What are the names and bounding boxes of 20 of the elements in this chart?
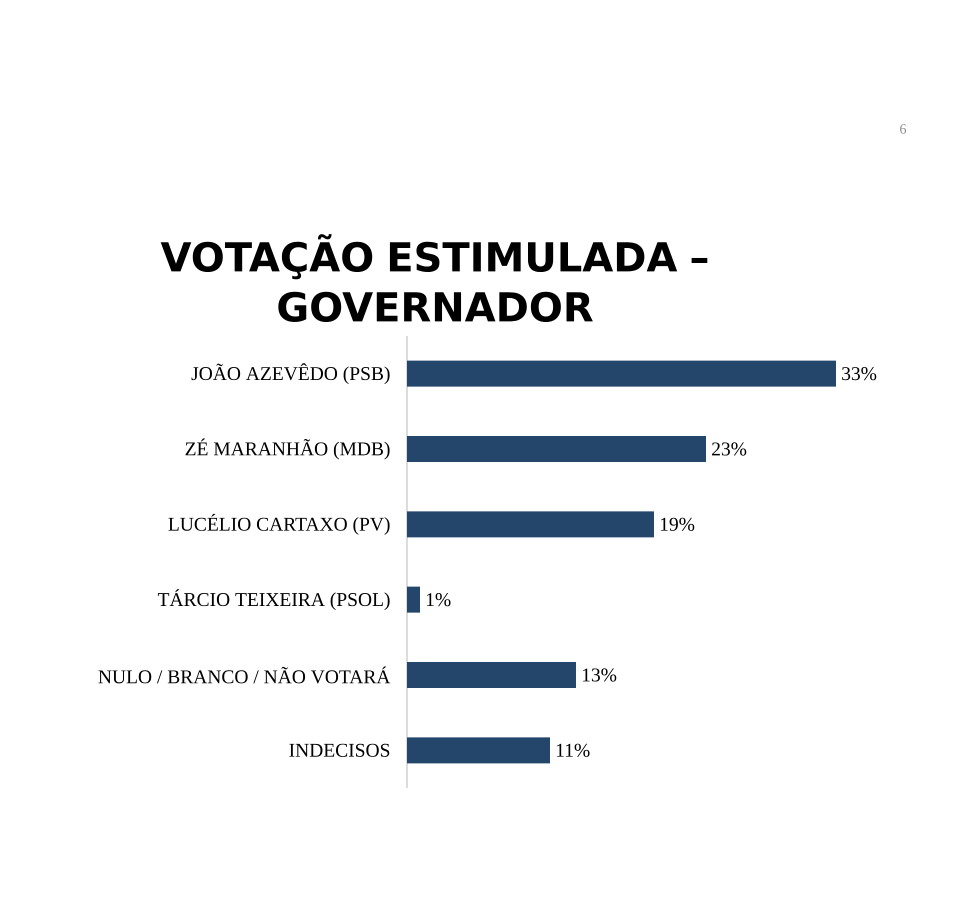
data-label: 13%: [582, 668, 616, 682]
y-tick-label: NULO / BRANCO / NÃO VOTARÁ: [98, 666, 390, 684]
bar: [407, 737, 550, 764]
bar: [407, 662, 576, 688]
y-tick-label: ZÉ MARANHÃO (MDB): [186, 438, 390, 460]
y-tick-label: TÁRCIO TEIXEIRA (PSOL): [158, 589, 390, 610]
data-label: 23%: [712, 442, 746, 456]
data-label: 19%: [660, 518, 694, 531]
data-label: 33%: [842, 367, 876, 380]
bar: [407, 511, 654, 538]
data-label: 11%: [556, 744, 590, 757]
text: 6: [900, 124, 906, 134]
y-tick-label: JOÃO AZEVÊDO (PSB): [192, 363, 390, 384]
bar: [407, 360, 836, 387]
y-tick-label: INDECISOS: [289, 744, 390, 757]
bar: [407, 436, 706, 462]
y-tick-label: LUCÉLIO CARTAXO (PV): [168, 514, 390, 535]
chart-title: VOTAÇÃO ESTIMULADA – GOVERNADOR: [160, 234, 708, 322]
bar: [407, 586, 420, 613]
data-label: 1%: [426, 593, 451, 606]
